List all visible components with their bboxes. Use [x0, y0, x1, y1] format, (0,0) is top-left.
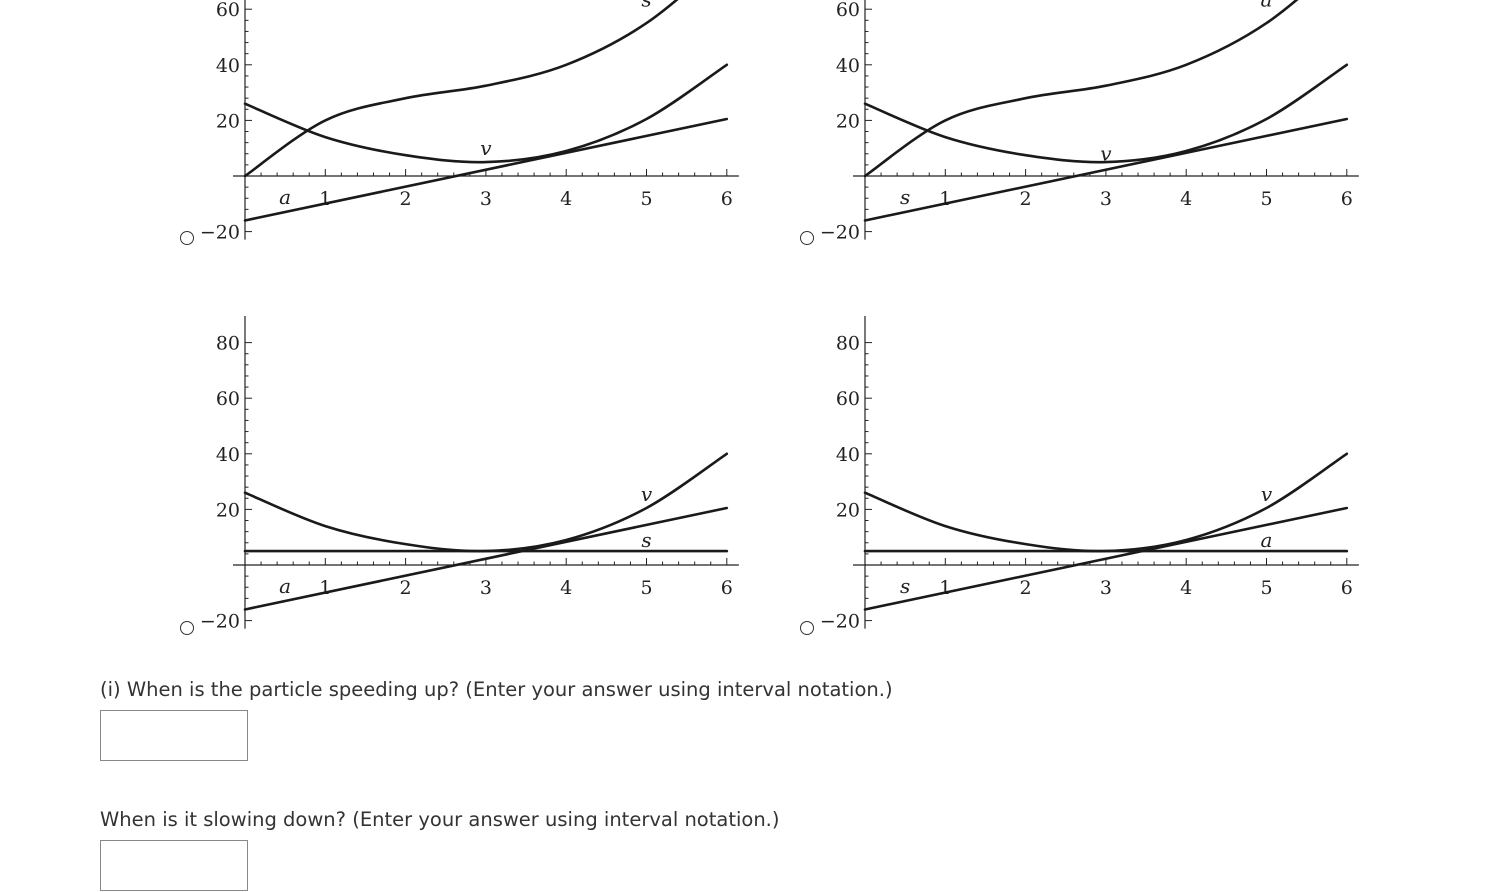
radio-option-3[interactable] [180, 621, 194, 635]
series-group: av s [863, 452, 1349, 611]
x-tick-label: 2 [1020, 188, 1032, 210]
series-line-v [863, 63, 1349, 164]
x-tick-label: 3 [1100, 188, 1112, 210]
y-tick-label: 20 [216, 499, 240, 521]
series-label-a: a [279, 185, 291, 209]
series-label-s: s [641, 0, 651, 11]
x-tick-label: 4 [560, 188, 572, 210]
series-label-s: s [900, 574, 910, 598]
x-tick-label: 1 [939, 188, 951, 210]
x-tick-label: 1 [319, 188, 331, 210]
y-tick-label: 60 [216, 388, 240, 410]
x-tick-label: 5 [1260, 188, 1272, 210]
question-speeding-up: (i) When is the particle speeding up? (E… [100, 678, 893, 701]
series-line-a [243, 117, 729, 222]
radio-option-4[interactable] [800, 621, 814, 635]
x-tick-label: 6 [1341, 188, 1353, 210]
graph-option-4: 1 2 3 4 5 6 −20 20 40 60 80 av s [820, 316, 1359, 633]
series-label-v: v [480, 136, 492, 160]
series-group: a v s [863, 0, 1349, 222]
series-line-a [243, 506, 729, 611]
series-label-a: a [1261, 528, 1273, 552]
series-label-v: v [1100, 142, 1112, 166]
y-tick-label: 40 [216, 55, 240, 77]
series-line-s [863, 506, 1349, 611]
series-line-s [863, 117, 1349, 222]
y-tick-label: −20 [820, 222, 860, 244]
y-tick-label: 40 [836, 55, 860, 77]
series-line-v [243, 63, 729, 164]
series-group: sv a [243, 452, 729, 611]
x-tick-label: 5 [640, 188, 652, 210]
y-tick-label: 20 [216, 110, 240, 132]
series-line-v [863, 452, 1349, 553]
x-tick-label: 4 [560, 577, 572, 599]
question-slowing-down: When is it slowing down? (Enter your ans… [100, 808, 780, 831]
series-label-a: a [1261, 0, 1273, 11]
x-tick-label: 4 [1180, 188, 1192, 210]
x-tick-label: 2 [400, 577, 412, 599]
series-label-v: v [641, 482, 653, 506]
y-tick-label: 80 [836, 333, 860, 355]
graph-option-3: 1 2 3 4 5 6 −20 20 40 60 80 sv a [200, 316, 739, 633]
graph-option-1: 1 2 3 4 5 6 −20 20 40 60 s v a [200, 0, 739, 244]
graph-option-2: 1 2 3 4 5 6 −20 20 40 60 a v s [820, 0, 1359, 244]
series-line-v [243, 452, 729, 553]
x-tick-label: 4 [1180, 577, 1192, 599]
x-tick-label: 6 [721, 188, 733, 210]
y-tick-label: 80 [216, 333, 240, 355]
radio-option-1[interactable] [180, 231, 194, 245]
x-tick-label: 6 [721, 577, 733, 599]
series-label-a: a [279, 574, 291, 598]
x-tick-label: 1 [939, 577, 951, 599]
series-label-s: s [900, 185, 910, 209]
y-tick-label: −20 [820, 611, 860, 633]
x-tick-label: 5 [640, 577, 652, 599]
y-tick-label: 60 [836, 0, 860, 21]
x-tick-label: 1 [319, 577, 331, 599]
x-tick-label: 6 [1341, 577, 1353, 599]
x-tick-label: 5 [1260, 577, 1272, 599]
series-label-v: v [1261, 482, 1273, 506]
y-tick-label: 40 [836, 444, 860, 466]
y-tick-label: 40 [216, 444, 240, 466]
y-tick-label: −20 [200, 222, 240, 244]
y-tick-label: 60 [216, 0, 240, 21]
y-tick-label: 60 [836, 388, 860, 410]
x-tick-label: 3 [1100, 577, 1112, 599]
x-tick-label: 2 [400, 188, 412, 210]
x-tick-label: 2 [1020, 577, 1032, 599]
series-line-a [863, 0, 1299, 178]
series-line-s [243, 0, 679, 178]
speeding-up-answer-input[interactable] [100, 710, 248, 761]
series-group: s v a [243, 0, 729, 222]
y-tick-label: −20 [200, 611, 240, 633]
y-tick-label: 20 [836, 499, 860, 521]
x-tick-label: 3 [480, 577, 492, 599]
radio-option-2[interactable] [800, 231, 814, 245]
y-tick-label: 20 [836, 110, 860, 132]
x-tick-label: 3 [480, 188, 492, 210]
series-label-s: s [641, 528, 651, 552]
slowing-down-answer-input[interactable] [100, 840, 248, 891]
